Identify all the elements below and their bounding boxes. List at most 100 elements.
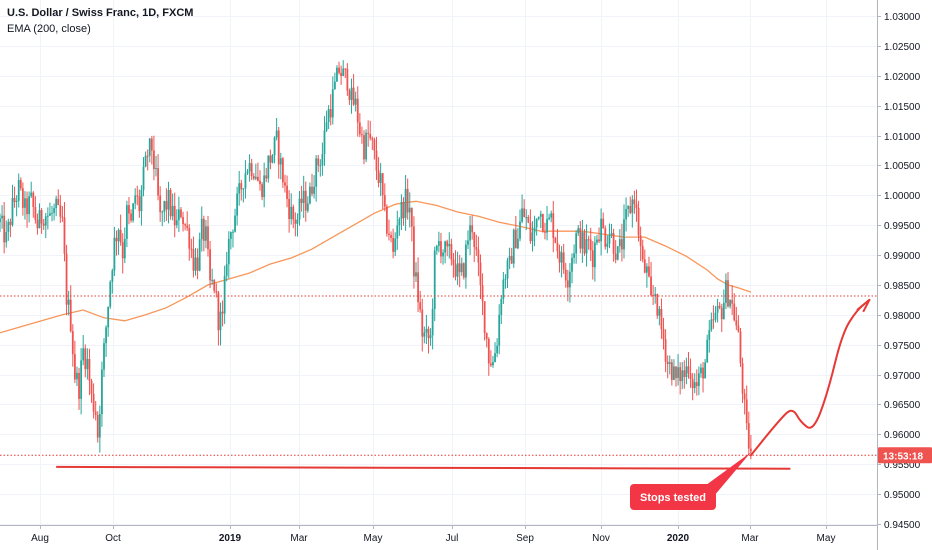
candle-body xyxy=(467,240,469,245)
candle xyxy=(269,149,272,170)
candle xyxy=(207,215,209,257)
candle-body xyxy=(668,362,671,365)
candle xyxy=(105,325,107,357)
candle-body xyxy=(298,198,301,220)
candle xyxy=(706,334,709,363)
candle xyxy=(500,295,503,325)
candle xyxy=(564,262,567,288)
candle xyxy=(180,207,182,219)
candle xyxy=(747,411,750,456)
candle-body xyxy=(673,366,675,380)
candle xyxy=(648,256,650,278)
candle xyxy=(94,401,97,421)
candle xyxy=(435,244,438,255)
candle xyxy=(107,306,110,337)
candle xyxy=(142,156,145,197)
candle-body xyxy=(254,176,257,179)
candle xyxy=(169,188,172,220)
candle-body xyxy=(327,109,330,123)
candle xyxy=(618,229,621,253)
candle xyxy=(5,220,8,248)
candle-body xyxy=(111,270,114,282)
candle-body xyxy=(725,280,727,303)
candle-body xyxy=(173,205,176,226)
candle-body xyxy=(727,280,729,307)
current-price-badge xyxy=(878,447,932,464)
candle-body xyxy=(566,280,569,288)
candle xyxy=(421,298,424,352)
candle xyxy=(571,253,573,284)
candle-body xyxy=(65,253,68,305)
candle xyxy=(739,328,742,367)
candle xyxy=(46,207,49,230)
candle xyxy=(101,361,103,427)
candle xyxy=(673,359,675,381)
candle-body xyxy=(267,155,270,179)
candle xyxy=(693,373,696,394)
candle-body xyxy=(606,243,609,247)
candle-body xyxy=(134,195,137,204)
candle-body xyxy=(517,238,519,249)
candle-body xyxy=(265,175,268,179)
candle-body xyxy=(583,232,586,254)
candle-body xyxy=(161,211,164,213)
candle xyxy=(645,263,648,288)
candle xyxy=(173,192,176,238)
candle-body xyxy=(481,285,484,302)
candle xyxy=(236,186,239,226)
candle xyxy=(700,363,702,378)
candle xyxy=(512,228,515,268)
candle xyxy=(49,202,51,217)
candle-body xyxy=(465,244,467,278)
candle xyxy=(548,213,551,221)
candle xyxy=(57,189,60,206)
candle xyxy=(198,232,201,272)
candle xyxy=(200,206,203,252)
candle-body xyxy=(196,257,199,271)
candle xyxy=(408,192,411,228)
candle xyxy=(479,254,482,299)
candle-body xyxy=(633,199,636,205)
candle xyxy=(190,238,193,258)
candle xyxy=(388,219,390,241)
time-axis[interactable]: Aug Oct 2019 Mar May Jul Sep Nov 2020 Mar May xyxy=(0,525,877,544)
candle xyxy=(157,154,159,201)
candle xyxy=(633,190,636,214)
candle-body xyxy=(660,308,663,330)
projection-path xyxy=(749,298,871,457)
candle-body xyxy=(508,256,511,261)
candle xyxy=(685,357,688,385)
candle-body xyxy=(720,307,723,320)
candle-body xyxy=(24,198,26,208)
candle xyxy=(211,268,214,285)
candle-body xyxy=(92,393,95,412)
candle-body xyxy=(614,253,617,260)
candle-body xyxy=(117,229,120,242)
candle xyxy=(510,247,513,265)
candle xyxy=(725,273,727,310)
candle xyxy=(400,194,403,231)
candle-body xyxy=(340,72,343,77)
candle xyxy=(84,344,87,378)
symbol-title[interactable]: U.S. Dollar / Swiss Franc, 1D, FXCM xyxy=(7,7,194,19)
candle xyxy=(708,320,711,353)
candle xyxy=(42,218,45,230)
candle-body xyxy=(148,138,151,156)
price-axis[interactable]: 1.03000 1.02500 1.02000 1.01500 1.01000 1.005… xyxy=(877,0,932,550)
candles xyxy=(0,60,752,460)
indicator-legend[interactable]: EMA (200, close) xyxy=(7,23,91,35)
candle-body xyxy=(90,380,93,394)
candle xyxy=(573,244,575,264)
candle-body xyxy=(556,242,559,252)
candle-body xyxy=(15,200,18,203)
candle xyxy=(722,289,725,320)
ema-layer xyxy=(0,200,752,334)
candle xyxy=(325,110,328,133)
candle xyxy=(55,195,58,217)
annotation-lines xyxy=(0,295,877,470)
candle xyxy=(385,204,388,237)
candle xyxy=(677,354,679,386)
candle-body xyxy=(704,362,707,379)
price-tick-label: 0.97500 xyxy=(884,341,921,352)
